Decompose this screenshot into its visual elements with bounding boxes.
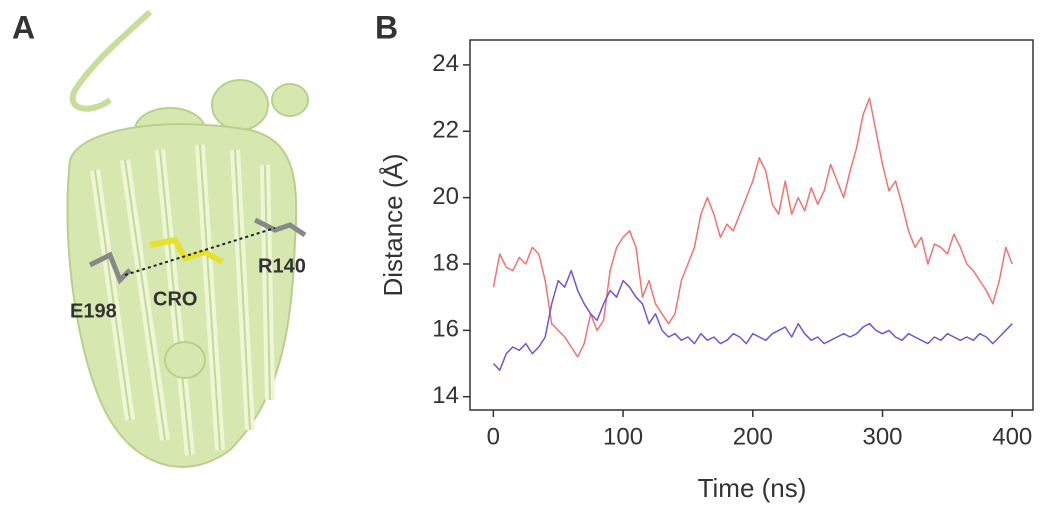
y-axis-label: Distance (Å) (378, 153, 408, 296)
residues (88, 217, 307, 285)
panel-label: B (375, 9, 398, 45)
y-tick-label: 16 (432, 316, 459, 343)
x-tick-label: 300 (862, 423, 902, 450)
residue-label: E198 (70, 300, 117, 322)
residue-label: CRO (153, 288, 197, 310)
series-line (492, 269, 1013, 371)
x-axis-label: Time (ns) (698, 473, 807, 503)
x-tick-label: 400 (992, 423, 1032, 450)
series-line (492, 97, 1013, 358)
y-tick-label: 18 (432, 249, 459, 276)
plot-frame (469, 39, 1034, 411)
y-tick-label: 24 (432, 50, 459, 77)
y-tick-label: 22 (432, 117, 459, 144)
y-tick-label: 14 (432, 382, 459, 409)
y-tick-label: 20 (432, 183, 459, 210)
x-tick-label: 0 (487, 423, 500, 450)
protein-structure (66, 9, 309, 468)
x-tick-label: 200 (733, 423, 773, 450)
panel-label: A (12, 9, 35, 45)
residue-label: R140 (258, 255, 306, 277)
x-tick-label: 100 (603, 423, 643, 450)
